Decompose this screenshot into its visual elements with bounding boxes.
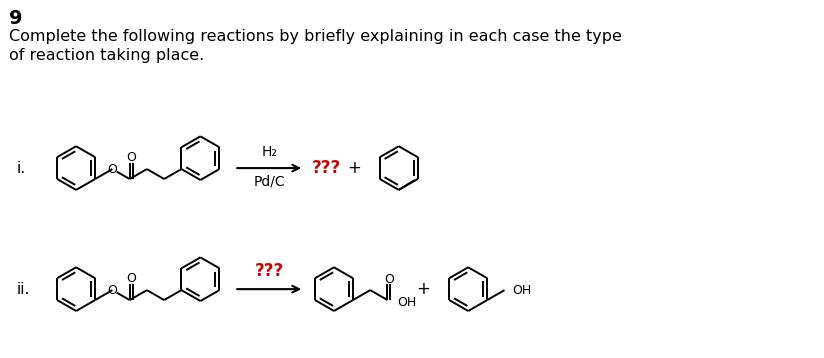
Text: O: O bbox=[384, 273, 394, 286]
Text: ???: ??? bbox=[255, 262, 283, 280]
Text: O: O bbox=[126, 272, 136, 285]
Text: O: O bbox=[107, 284, 117, 297]
Text: +: + bbox=[416, 280, 430, 298]
Text: +: + bbox=[347, 159, 361, 177]
Text: H₂: H₂ bbox=[261, 145, 277, 159]
Text: i.: i. bbox=[16, 161, 26, 175]
Text: Pd/C: Pd/C bbox=[253, 174, 285, 188]
Text: 9: 9 bbox=[9, 9, 23, 28]
Text: ???: ??? bbox=[312, 159, 341, 177]
Text: of reaction taking place.: of reaction taking place. bbox=[9, 48, 204, 63]
Text: O: O bbox=[126, 151, 136, 164]
Text: Complete the following reactions by briefly explaining in each case the type: Complete the following reactions by brie… bbox=[9, 29, 622, 44]
Text: OH: OH bbox=[397, 296, 417, 309]
Text: OH: OH bbox=[513, 284, 531, 297]
Text: O: O bbox=[107, 163, 117, 175]
Text: ii.: ii. bbox=[16, 282, 30, 297]
